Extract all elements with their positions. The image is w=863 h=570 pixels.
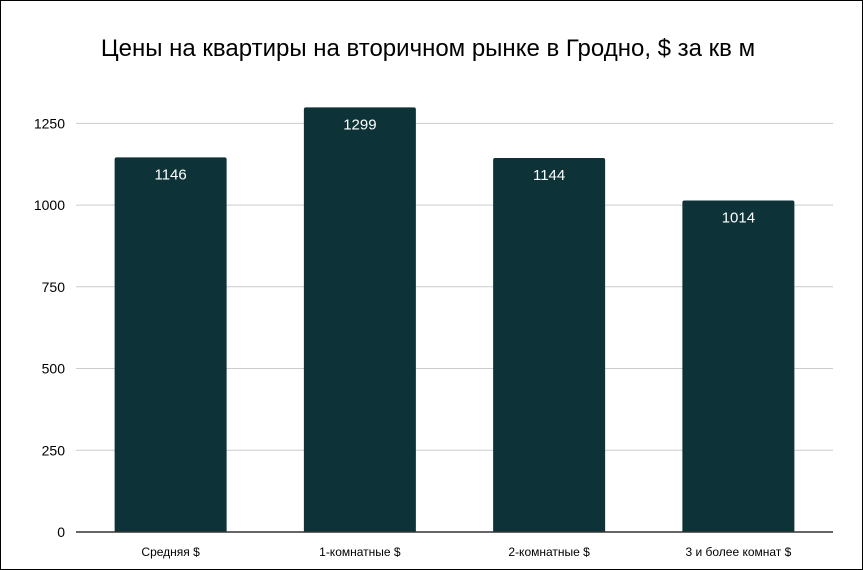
bar xyxy=(303,107,416,533)
value-labels: 1146 1299 1144 1014 xyxy=(154,116,755,226)
bar xyxy=(114,157,227,532)
y-tick-label: 0 xyxy=(57,524,65,540)
y-tick-label: 1250 xyxy=(34,115,65,131)
bar-value-label: 1144 xyxy=(533,167,565,184)
bar xyxy=(493,158,606,532)
category-label: 1-комнатные $ xyxy=(319,545,401,559)
y-tick-label: 750 xyxy=(42,279,66,295)
bar-value-label: 1299 xyxy=(343,116,376,133)
bar-value-label: 1146 xyxy=(154,166,186,183)
y-tick-label: 500 xyxy=(42,361,66,377)
category-label: Средняя $ xyxy=(141,545,200,559)
chart-title: Цены на квартиры на вторичном рынке в Гр… xyxy=(101,35,755,62)
category-label: 2-комнатные $ xyxy=(508,545,590,559)
bar-value-label: 1014 xyxy=(722,210,755,227)
bars xyxy=(114,107,795,533)
category-labels: Средняя $ 1-комнатные $ 2-комнатные $ 3 и б… xyxy=(141,545,791,559)
y-axis-ticks: 0 250 500 750 1000 1250 xyxy=(34,115,65,540)
y-tick-label: 1000 xyxy=(34,197,65,213)
bar xyxy=(682,200,795,532)
category-label: 3 и более комнат $ xyxy=(685,545,791,559)
y-tick-label: 250 xyxy=(42,442,66,458)
